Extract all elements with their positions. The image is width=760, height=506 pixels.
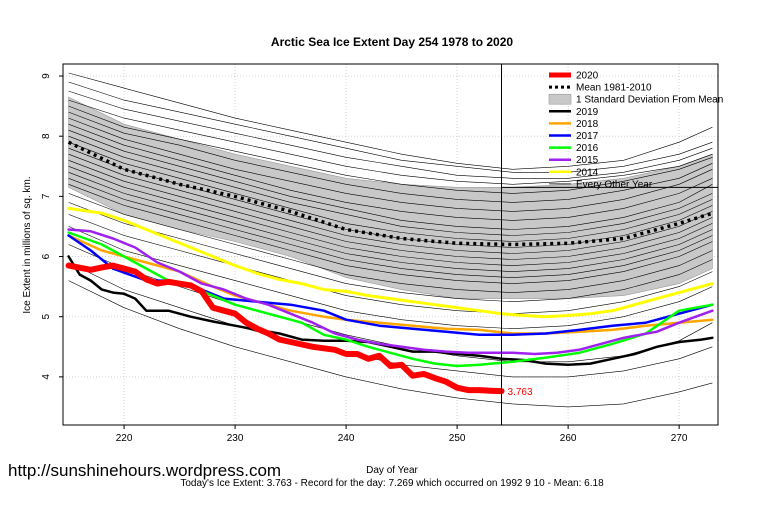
other-year-line xyxy=(68,123,713,221)
legend-label: Every Other Year xyxy=(576,179,653,190)
other-year-line xyxy=(68,111,713,203)
other-year-line xyxy=(68,193,713,293)
y-tick-label: 5 xyxy=(41,313,52,319)
other-year-line xyxy=(68,117,713,212)
footnote: Today's Ice Extent: 3.763 - Record for t… xyxy=(180,478,604,489)
mean-dotted-line xyxy=(67,140,713,247)
legend-label: 1 Standard Deviation From Mean xyxy=(576,95,723,106)
y-tick-label: 4 xyxy=(41,374,52,380)
legend-label: 2018 xyxy=(576,119,599,130)
other-year-line xyxy=(68,178,713,278)
x-axis-ticks: 220 230 240 250 260 270 xyxy=(116,425,688,444)
other-year-line xyxy=(68,226,713,330)
std-dev-band-area xyxy=(68,96,713,299)
other-year-line xyxy=(68,99,713,185)
x-tick-label: 250 xyxy=(449,433,466,444)
other-year-line xyxy=(68,172,713,272)
std-dev-band xyxy=(68,96,713,299)
series-line-2018 xyxy=(67,234,714,335)
chart-title: Arctic Sea Ice Extent Day 254 1978 to 20… xyxy=(271,35,513,49)
y-tick-label: 8 xyxy=(41,133,52,139)
legend-label: 2015 xyxy=(576,155,599,166)
current-value-label: 3.763 xyxy=(508,387,533,398)
mean-line xyxy=(67,140,713,247)
y-tick-label: 7 xyxy=(41,193,52,199)
series-line-2019 xyxy=(67,255,714,367)
y-tick-label: 6 xyxy=(41,253,52,259)
other-year-line xyxy=(68,214,713,315)
other-year-line xyxy=(68,184,713,284)
other-year-line xyxy=(68,202,713,303)
series-line-2015 xyxy=(67,228,714,356)
watermark-url: http://sunshinehours.wordpress.com xyxy=(8,461,281,480)
x-tick-label: 260 xyxy=(560,433,577,444)
other-year-line xyxy=(68,105,713,194)
legend-label: 2020 xyxy=(576,71,599,82)
legend-swatch-band xyxy=(548,93,572,105)
legend-label: 2014 xyxy=(576,167,599,178)
legend-label: 2019 xyxy=(576,107,599,118)
series-line-2020 xyxy=(65,262,505,395)
legend-label: Mean 1981-2010 xyxy=(576,83,652,94)
y-axis-label: Ice Extent in millions of sq. km. xyxy=(22,176,33,313)
x-tick-label: 240 xyxy=(338,433,355,444)
other-year-line xyxy=(68,153,713,254)
other-year-line xyxy=(68,90,713,179)
other-year-line xyxy=(68,129,713,230)
x-tick-label: 230 xyxy=(227,433,244,444)
y-axis-ticks: 4 5 6 7 8 9 xyxy=(41,73,63,380)
legend-label: 2017 xyxy=(576,131,599,142)
year-series-lines xyxy=(65,206,714,395)
other-year-line xyxy=(68,81,713,173)
legend-label: 2016 xyxy=(576,143,599,154)
x-axis-label: Day of Year xyxy=(366,465,418,476)
other-year-line xyxy=(68,280,713,408)
x-tick-label: 220 xyxy=(116,433,133,444)
series-line-2014 xyxy=(67,206,714,319)
other-year-line xyxy=(68,72,713,170)
other-year-line xyxy=(68,135,713,236)
other-year-line xyxy=(68,166,713,266)
y-tick-label: 9 xyxy=(41,73,52,79)
other-years-lines xyxy=(68,72,713,408)
x-tick-label: 270 xyxy=(671,433,688,444)
other-year-line xyxy=(68,160,713,260)
plot-frame xyxy=(62,63,719,426)
other-year-line xyxy=(68,141,713,242)
